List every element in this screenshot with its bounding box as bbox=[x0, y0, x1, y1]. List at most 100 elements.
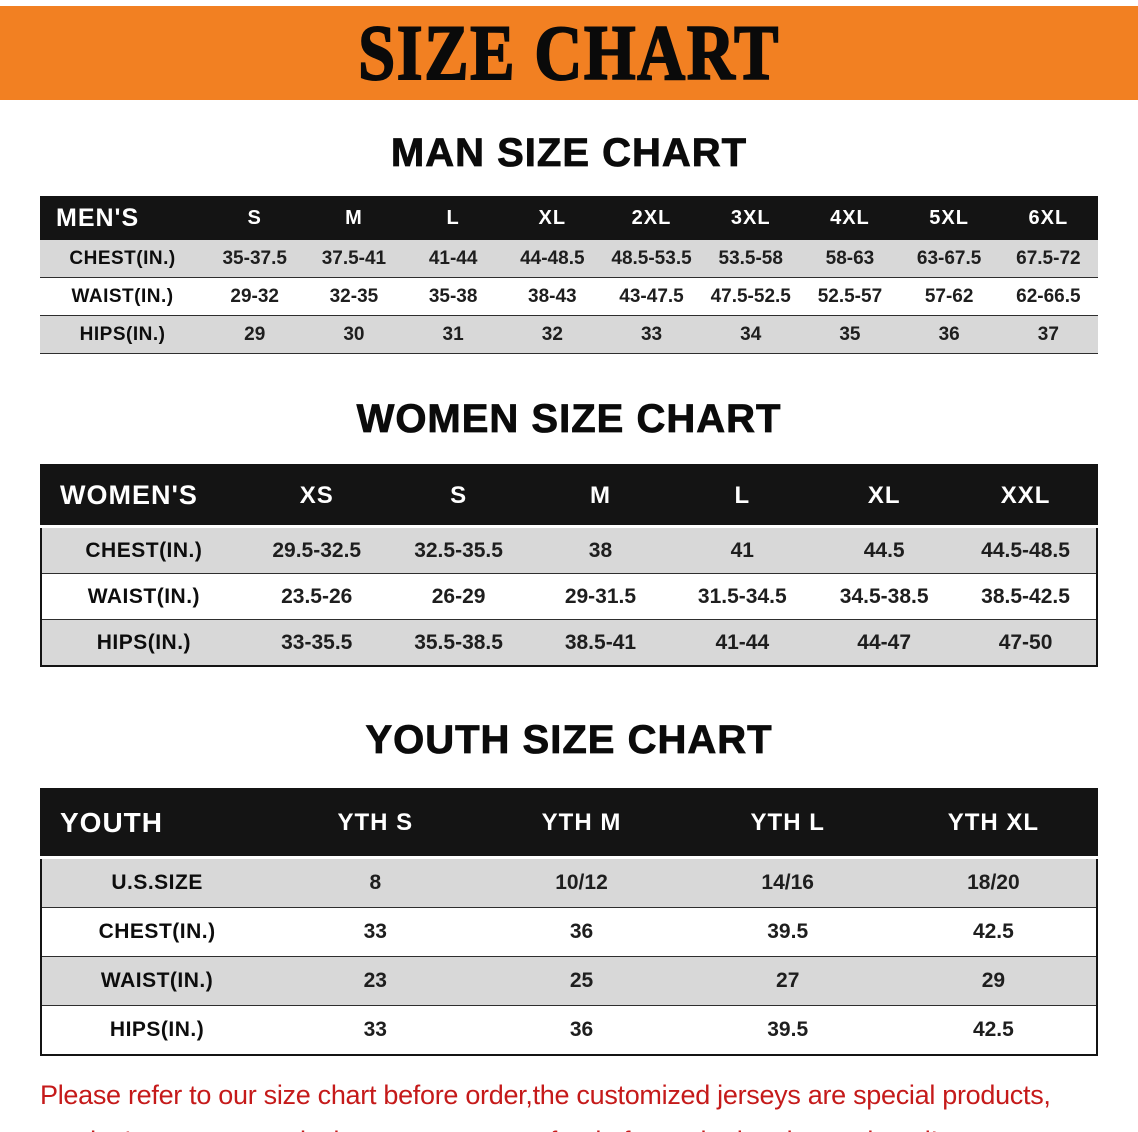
measure-value-cell: 33 bbox=[363, 1018, 387, 1041]
measure-value-cell: 29-32 bbox=[230, 285, 280, 307]
table-title-cell: WOMEN'S bbox=[41, 465, 246, 527]
measure-value-cell: 36 bbox=[938, 323, 960, 345]
measure-label-cell: WAIST(IN.) bbox=[71, 285, 174, 307]
women-section-heading: WOMEN SIZE CHART bbox=[356, 397, 782, 442]
table-title-cell: MEN'S bbox=[40, 196, 206, 240]
measure-value-cell: 33-35.5 bbox=[281, 630, 353, 654]
size-header-cell: 4XL bbox=[800, 196, 900, 240]
measure-value-cell: 23.5-26 bbox=[281, 584, 353, 608]
measure-value-cell: 27 bbox=[776, 969, 800, 992]
men-size-table: MEN'S S M L XL 2XL 3XL 4XL 5XL 6XL CHEST(IN.) 35-37… bbox=[40, 196, 1098, 354]
size-header-cell: YTH XL bbox=[890, 789, 1097, 858]
youth-size-section: YOUTH SIZE CHART YOUTH YTH S YTH M YTH L YTH… bbox=[0, 717, 1138, 1056]
measure-value-cell: 35 bbox=[839, 323, 861, 345]
size-header-cell: XL bbox=[502, 196, 602, 240]
measure-value-cell: 10/12 bbox=[555, 871, 608, 894]
size-header-cell: XL bbox=[813, 465, 956, 527]
measure-label-cell: WAIST(IN.) bbox=[100, 969, 214, 992]
size-header-cell: XS bbox=[245, 465, 388, 527]
measure-value-cell: 38.5-41 bbox=[564, 630, 637, 654]
measure-value-cell: 34 bbox=[740, 323, 762, 345]
table-title-cell: YOUTH bbox=[41, 789, 273, 858]
banner-title: SIZE CHART bbox=[357, 9, 780, 96]
table-row: U.S.SIZE 8 10/12 14/16 18/20 bbox=[41, 857, 1097, 908]
measure-value-cell: 34.5-38.5 bbox=[839, 584, 929, 608]
measure-label-cell: WAIST(IN.) bbox=[87, 584, 201, 608]
measure-value-cell: 44-48.5 bbox=[520, 247, 585, 269]
measure-value-cell: 41-44 bbox=[428, 247, 478, 269]
measure-value-cell: 37 bbox=[1037, 323, 1059, 345]
size-header-cell: 5XL bbox=[899, 196, 999, 240]
youth-section-heading: YOUTH SIZE CHART bbox=[365, 718, 773, 763]
measure-value-cell: 53.5-58 bbox=[718, 247, 783, 269]
size-header-cell: YTH S bbox=[272, 789, 479, 858]
size-header-cell: XXL bbox=[955, 465, 1097, 527]
table-row: WAIST(IN.) 23 25 27 29 bbox=[41, 956, 1097, 1006]
measure-label-cell: U.S.SIZE bbox=[111, 871, 203, 894]
measure-value-cell: 33 bbox=[640, 323, 663, 345]
measure-value-cell: 38 bbox=[588, 538, 613, 562]
table-row: CHEST(IN.) 29.5-32.5 32.5-35.5 38 41 44.5 44.5… bbox=[41, 526, 1097, 574]
measure-value-cell: 57-62 bbox=[924, 285, 974, 307]
measure-value-cell: 35.5-38.5 bbox=[414, 630, 503, 654]
measure-value-cell: 31 bbox=[442, 323, 464, 345]
size-header-cell: YTH M bbox=[478, 789, 685, 858]
size-header-cell: YTH L bbox=[684, 789, 891, 858]
table-header-row: YOUTH YTH S YTH M YTH L YTH XL bbox=[41, 789, 1097, 858]
measure-value-cell: 41 bbox=[730, 538, 754, 562]
measure-value-cell: 63-67.5 bbox=[916, 247, 982, 269]
measure-value-cell: 31.5-34.5 bbox=[697, 584, 787, 608]
measure-value-cell: 67.5-72 bbox=[1016, 247, 1081, 269]
measure-value-cell: 58-63 bbox=[825, 247, 875, 269]
measure-label-cell: CHEST(IN.) bbox=[85, 538, 203, 562]
table-row: CHEST(IN.) 35-37.5 37.5-41 41-44 44-48.5 48.5… bbox=[40, 240, 1098, 278]
measure-value-cell: 42.5 bbox=[972, 920, 1014, 943]
measure-value-cell: 39.5 bbox=[767, 920, 809, 943]
measure-value-cell: 29 bbox=[244, 323, 266, 345]
men-section-heading: MAN SIZE CHART bbox=[390, 131, 748, 176]
youth-size-table: YOUTH YTH S YTH M YTH L YTH XL U.S.SIZE 8 10/12… bbox=[40, 788, 1098, 1056]
measure-value-cell: 52.5-57 bbox=[817, 285, 883, 307]
measure-value-cell: 32-35 bbox=[329, 285, 379, 307]
measure-value-cell: 39.5 bbox=[767, 1018, 809, 1041]
measure-value-cell: 29-31.5 bbox=[564, 584, 637, 608]
measure-label-cell: HIPS(IN.) bbox=[79, 323, 166, 345]
measure-value-cell: 35-38 bbox=[428, 285, 478, 307]
size-header-cell: L bbox=[403, 196, 503, 240]
measure-value-cell: 14/16 bbox=[761, 871, 814, 894]
measure-value-cell: 29 bbox=[981, 969, 1006, 992]
table-row: CHEST(IN.) 33 36 39.5 42.5 bbox=[41, 907, 1097, 957]
footer-note: Please refer to our size chart before or… bbox=[40, 1072, 1138, 1132]
women-size-section: WOMEN SIZE CHART WOMEN'S XS S M L XL XXL CHEST(… bbox=[0, 396, 1138, 667]
size-header-cell: S bbox=[387, 465, 530, 527]
size-header-cell: 6XL bbox=[998, 196, 1098, 240]
measure-value-cell: 43-47.5 bbox=[619, 285, 684, 307]
women-size-table: WOMEN'S XS S M L XL XXL CHEST(IN.) 29.5-32.5 32.5… bbox=[40, 464, 1098, 667]
size-header-cell: 2XL bbox=[601, 196, 702, 240]
measure-value-cell: 62-66.5 bbox=[1016, 285, 1081, 307]
measure-value-cell: 47-50 bbox=[998, 630, 1053, 654]
measure-value-cell: 37.5-41 bbox=[321, 247, 387, 269]
measure-value-cell: 38.5-42.5 bbox=[981, 584, 1070, 608]
table-row: HIPS(IN.) 33-35.5 35.5-38.5 38.5-41 41-44 44-… bbox=[41, 619, 1097, 666]
banner: SIZE CHART bbox=[0, 6, 1138, 100]
measure-value-cell: 26-29 bbox=[431, 584, 486, 608]
measure-value-cell: 38-43 bbox=[528, 285, 577, 307]
measure-value-cell: 18/20 bbox=[967, 871, 1020, 894]
measure-label-cell: CHEST(IN.) bbox=[98, 920, 216, 943]
measure-value-cell: 44-47 bbox=[857, 630, 912, 654]
measure-value-cell: 35-37.5 bbox=[222, 247, 287, 269]
footer-note-line1: Please refer to our size chart before or… bbox=[40, 1080, 1051, 1110]
measure-value-cell: 30 bbox=[343, 323, 365, 345]
measure-value-cell: 32 bbox=[541, 323, 563, 345]
measure-value-cell: 29.5-32.5 bbox=[272, 538, 362, 562]
measure-value-cell: 8 bbox=[369, 871, 382, 894]
size-header-cell: L bbox=[671, 465, 814, 527]
measure-value-cell: 25 bbox=[569, 969, 594, 992]
measure-label-cell: HIPS(IN.) bbox=[96, 630, 192, 654]
measure-value-cell: 44.5 bbox=[863, 538, 905, 562]
measure-value-cell: 42.5 bbox=[972, 1018, 1014, 1041]
table-row: WAIST(IN.) 29-32 32-35 35-38 38-43 43-47.5 47.… bbox=[40, 277, 1098, 316]
men-size-section: MAN SIZE CHART MEN'S S M L XL 2XL 3XL 4XL 5XL 6XL… bbox=[0, 130, 1138, 354]
table-row: WAIST(IN.) 23.5-26 26-29 29-31.5 31.5-34.5 34… bbox=[41, 573, 1097, 620]
